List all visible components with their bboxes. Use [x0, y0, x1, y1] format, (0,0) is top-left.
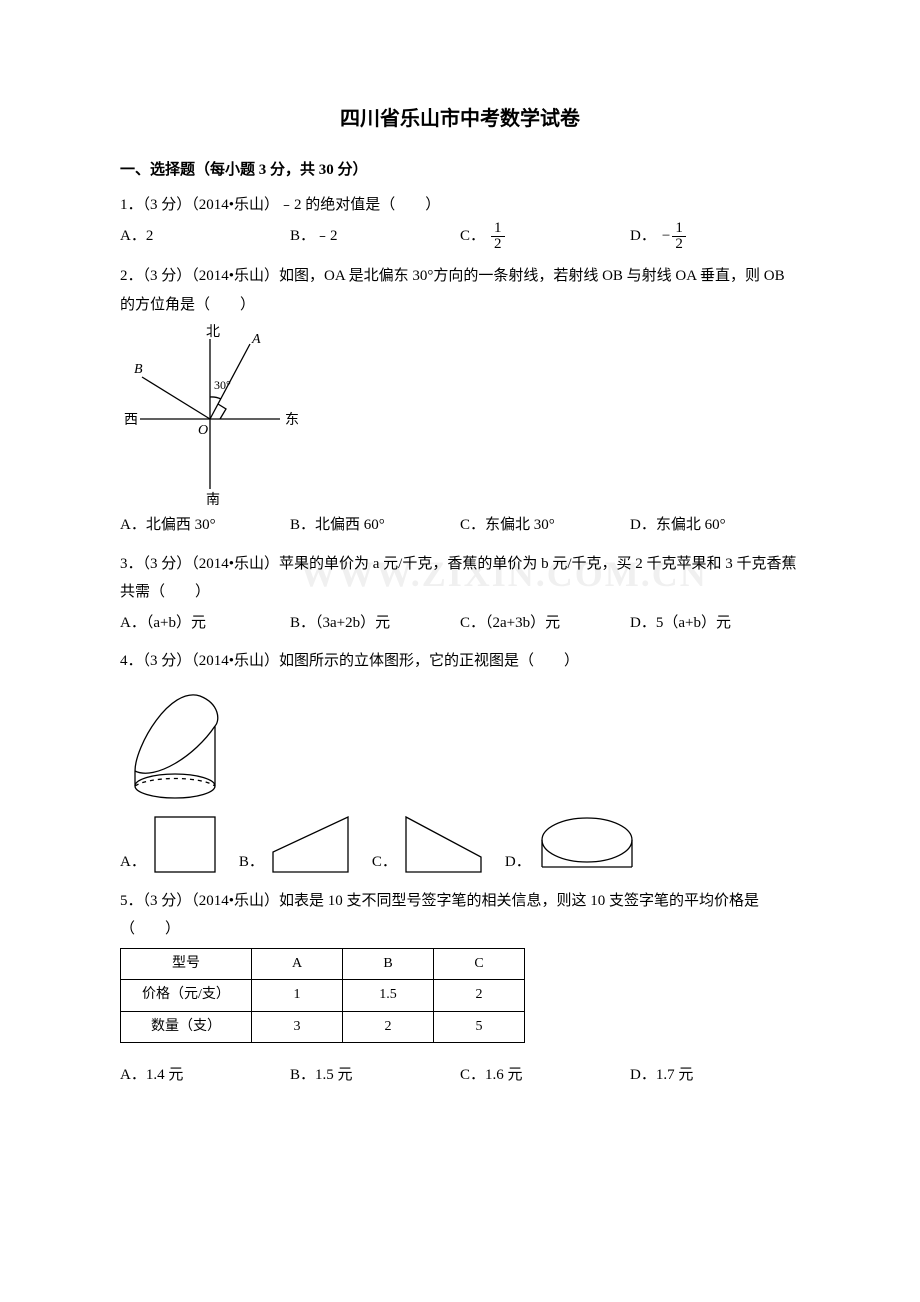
question-5: 5．（3 分）（2014•乐山）如表是 10 支不同型号签字笔的相关信息，则这 … [120, 887, 800, 1090]
td: 5 [434, 1011, 525, 1043]
q3-opt-a: A．（a+b）元 [120, 609, 290, 638]
q4-opt-b: B． [239, 812, 358, 877]
td: 1.5 [343, 980, 434, 1012]
table-row: 型号 A B C [121, 948, 525, 980]
q2-opt-a: A．北偏西 30° [120, 511, 290, 540]
svg-text:北: 北 [206, 324, 220, 340]
q2-options: A．北偏西 30° B．北偏西 60° C．东偏北 30° D．东偏北 60° [120, 511, 800, 540]
table-row: 数量（支） 3 2 5 [121, 1011, 525, 1043]
page-title: 四川省乐山市中考数学试卷 [120, 100, 800, 138]
svg-text:A: A [251, 332, 261, 347]
q5-opt-d: D．1.7 元 [630, 1061, 800, 1090]
q5-options: A．1.4 元 B．1.5 元 C．1.6 元 D．1.7 元 [120, 1061, 800, 1090]
neg-fraction-half: − 1 2 [662, 221, 686, 252]
q2-opt-d: D．东偏北 60° [630, 511, 800, 540]
svg-text:南: 南 [206, 492, 220, 508]
svg-text:30°: 30° [214, 378, 231, 392]
question-4: 4．（3 分）（2014•乐山）如图所示的立体图形，它的正视图是（ ） A． B… [120, 647, 800, 877]
td: B [343, 948, 434, 980]
q3-opt-c: C．（2a+3b）元 [460, 609, 630, 638]
pen-table: 型号 A B C 价格（元/支） 1 1.5 2 数量（支） 3 2 5 [120, 948, 525, 1044]
q4-opt-a: A． [120, 812, 225, 877]
q1-opt-c: C． 1 2 [460, 221, 630, 252]
solid-figure [120, 676, 240, 806]
th-price: 价格（元/支） [121, 980, 252, 1012]
th-model: 型号 [121, 948, 252, 980]
td: C [434, 948, 525, 980]
fraction-half: 1 2 [491, 221, 505, 252]
table-row: 价格（元/支） 1 1.5 2 [121, 980, 525, 1012]
q1-stem: 1．（3 分）（2014•乐山）﹣2 的绝对值是（ ） [120, 191, 800, 220]
svg-text:西: 西 [124, 413, 138, 428]
compass-diagram: 北 南 东 西 A B O 30° [120, 319, 310, 509]
opt-c-shape [401, 812, 491, 877]
q2-opt-b: B．北偏西 60° [290, 511, 460, 540]
question-3: WWW.ZIXIN.COM.CN 3．（3 分）（2014•乐山）苹果的单价为 … [120, 550, 800, 638]
question-2: 2．（3 分）（2014•乐山）如图，OA 是北偏东 30°方向的一条射线，若射… [120, 262, 800, 540]
td: 2 [343, 1011, 434, 1043]
td: 2 [434, 980, 525, 1012]
q4-options: A． B． C． D． [120, 812, 800, 877]
q3-opt-b: B．（3a+2b）元 [290, 609, 460, 638]
svg-text:O: O [198, 423, 208, 438]
th-qty: 数量（支） [121, 1011, 252, 1043]
td: 3 [252, 1011, 343, 1043]
q5-opt-c: C．1.6 元 [460, 1061, 630, 1090]
q5-stem: 5．（3 分）（2014•乐山）如表是 10 支不同型号签字笔的相关信息，则这 … [120, 887, 800, 944]
svg-text:东: 东 [285, 412, 299, 428]
q1-opt-a: A．2 [120, 221, 290, 252]
question-1: 1．（3 分）（2014•乐山）﹣2 的绝对值是（ ） A．2 B．﹣2 C． … [120, 191, 800, 253]
q2-stem: 2．（3 分）（2014•乐山）如图，OA 是北偏东 30°方向的一条射线，若射… [120, 262, 800, 319]
q5-opt-b: B．1.5 元 [290, 1061, 460, 1090]
svg-text:B: B [134, 362, 143, 377]
td: A [252, 948, 343, 980]
q3-opt-d: D．5（a+b）元 [630, 609, 800, 638]
q5-opt-a: A．1.4 元 [120, 1061, 290, 1090]
q1-opt-d: D． − 1 2 [630, 221, 800, 252]
q1-options: A．2 B．﹣2 C． 1 2 D． − 1 2 [120, 221, 800, 252]
q4-stem: 4．（3 分）（2014•乐山）如图所示的立体图形，它的正视图是（ ） [120, 647, 800, 676]
opt-d-shape [535, 812, 640, 877]
q1-opt-b: B．﹣2 [290, 221, 460, 252]
q4-opt-d: D． [505, 812, 640, 877]
q3-stem: 3．（3 分）（2014•乐山）苹果的单价为 a 元/千克，香蕉的单价为 b 元… [120, 550, 800, 607]
td: 1 [252, 980, 343, 1012]
opt-a-shape [150, 812, 225, 877]
q2-opt-c: C．东偏北 30° [460, 511, 630, 540]
q4-opt-c: C． [372, 812, 491, 877]
q3-options: A．（a+b）元 B．（3a+2b）元 C．（2a+3b）元 D．5（a+b）元 [120, 609, 800, 638]
opt-b-shape [268, 812, 358, 877]
section-heading: 一、选择题（每小题 3 分，共 30 分） [120, 156, 800, 185]
